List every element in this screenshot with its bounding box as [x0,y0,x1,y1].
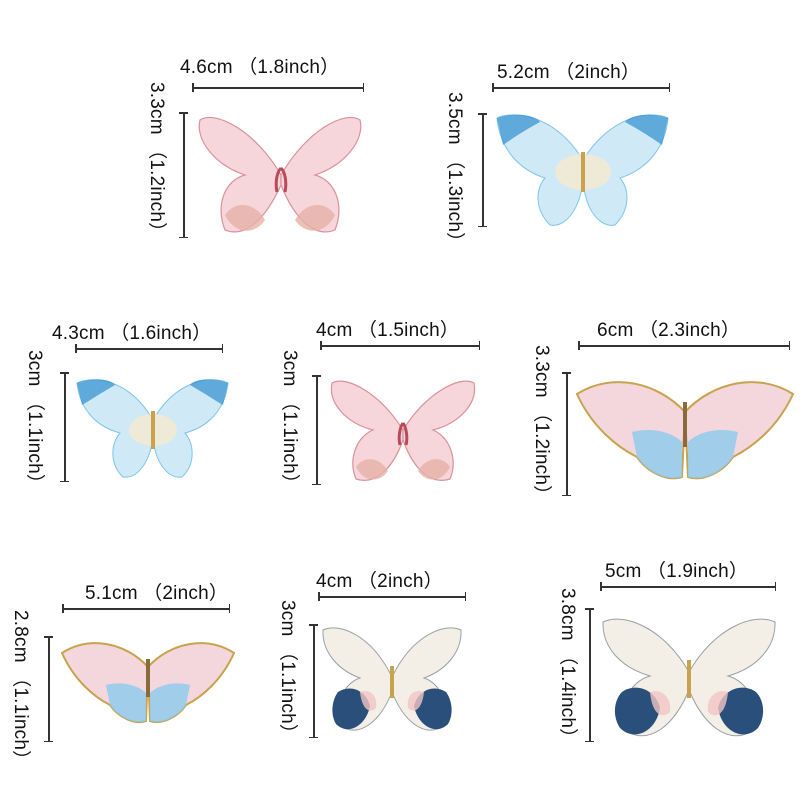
width-dimension-line [192,84,364,91]
butterfly-navy-image [602,618,776,737]
height-dimension-line [313,375,320,485]
width-label: 6cm （2.3inch） [597,320,741,341]
height-dimension-line [479,113,486,227]
butterfly-pinkblue-image [60,642,236,723]
butterfly-navy-image [322,627,462,731]
width-label: 4cm （1.5inch） [316,320,460,341]
width-dimension-line [62,605,230,612]
width-dimension-line [318,593,466,600]
butterfly-pinkblue-image [575,381,795,480]
butterfly-pink-image [198,116,362,233]
height-dimension-line [180,112,187,238]
width-dimension-line [75,345,223,352]
height-label: 3.3cm （1.2inch） [146,82,167,242]
width-label: 5.2cm （2inch） [497,62,641,83]
butterfly-blue-image [496,114,669,226]
width-dimension-line [600,583,776,590]
height-label: 3cm （1.1inch） [279,350,300,494]
height-label: 3.8cm （1.4inch） [557,588,578,748]
width-label: 5.1cm （2inch） [85,583,229,604]
height-label: 3cm （1.1inch） [24,350,45,494]
height-dimension-line [586,608,593,742]
height-label: 3cm （1.1inch） [277,600,298,744]
width-label: 5cm （1.9inch） [605,561,749,582]
butterfly-blue-image [76,379,229,478]
height-dimension-line [45,636,52,742]
height-label: 3.3cm （1.2inch） [531,345,552,505]
width-label: 4.6cm （1.8inch） [180,57,340,78]
width-label: 4cm （2inch） [316,571,443,592]
width-label: 4.3cm （1.6inch） [52,323,212,344]
width-dimension-line [492,84,670,91]
height-label: 3.5cm （1.3inch） [444,92,465,252]
height-label: 2.8cm （1.1inch） [10,610,31,770]
height-dimension-line [563,372,570,496]
width-dimension-line [320,342,480,349]
height-dimension-line [61,372,68,482]
height-dimension-line [310,624,317,738]
butterfly-pink-image [330,380,476,481]
width-dimension-line [578,342,790,349]
